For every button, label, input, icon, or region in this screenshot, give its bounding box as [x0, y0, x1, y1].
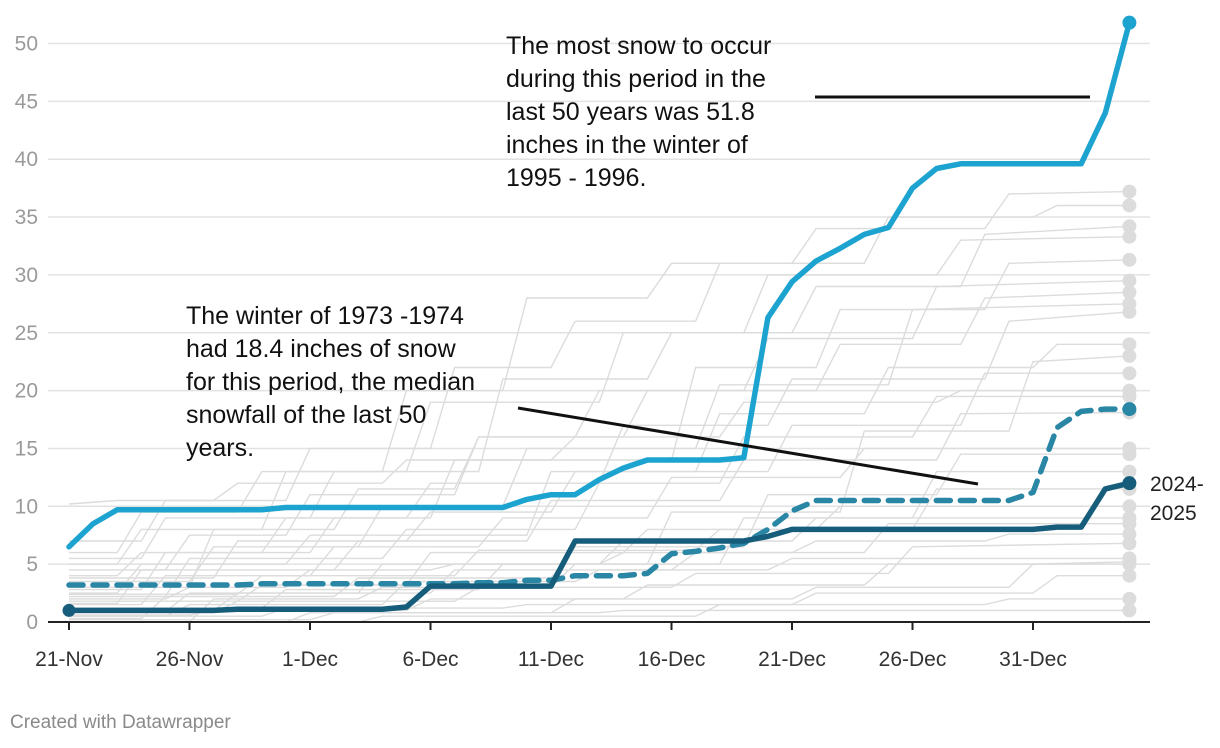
annotation-max: The most snow to occur during this perio…: [506, 32, 778, 192]
background-end-dot: [1122, 603, 1137, 618]
background-end-dot: [1122, 219, 1137, 234]
background-end-dot: [1122, 304, 1137, 319]
background-end-dot: [1122, 348, 1137, 363]
x-tick-label: 26-Dec: [879, 648, 947, 671]
end-label-line: 2024-: [1150, 473, 1204, 496]
background-end-dot: [1122, 285, 1137, 300]
background-season-line: [69, 561, 1130, 623]
annotation-max-line: last 50 years was 51.8: [506, 98, 755, 126]
y-tick-label: 35: [15, 206, 38, 229]
series-line: [66, 480, 1133, 614]
y-tick-label: 30: [15, 264, 38, 287]
annotation-median-leader: [517, 406, 979, 486]
annotation-max-line: during this period in the: [506, 65, 766, 93]
background-season-line: [69, 447, 1130, 606]
background-end-dots: [1122, 184, 1137, 618]
background-end-dot: [1122, 464, 1137, 479]
end-label-2024-2025: 2024- 2025: [1150, 473, 1210, 525]
background-end-dot: [1122, 516, 1137, 531]
y-tick-label: 40: [15, 148, 38, 171]
y-tick-label: 45: [15, 90, 38, 113]
background-season-line: [69, 280, 1130, 571]
background-season-line: [69, 311, 1130, 577]
series-line: [66, 406, 1133, 588]
y-tick-label: 20: [15, 380, 38, 403]
background-season-line: [69, 533, 1130, 600]
end-label-line: 2025: [1150, 502, 1197, 525]
background-season-line: [69, 523, 1130, 612]
x-tick-label: 21-Nov: [35, 648, 103, 671]
background-season-line: [69, 575, 1130, 617]
y-tick-label: 5: [26, 553, 38, 576]
gridlines: [48, 42, 1150, 565]
background-end-dot: [1122, 252, 1137, 267]
y-tick-label: 15: [15, 437, 38, 460]
x-tick-label: 26-Nov: [156, 648, 224, 671]
background-end-dot: [1122, 184, 1137, 199]
y-tick-label: 10: [15, 495, 38, 518]
series-end-dot: [1122, 15, 1137, 30]
background-end-dot: [1122, 229, 1137, 244]
annotation-max-line: inches in the winter of: [506, 131, 748, 159]
credit-text: Created with Datawrapper: [10, 712, 231, 733]
background-end-dot: [1122, 557, 1137, 572]
annotation-median: The winter of 1973 -1974 had 18.4 inches…: [186, 302, 482, 462]
background-end-dot: [1122, 198, 1137, 213]
annotation-median-line: The winter of 1973 -1974: [186, 302, 464, 330]
series-end-dot: [1122, 402, 1137, 417]
y-tick-label: 0: [26, 611, 38, 634]
x-tick-label: 11-Dec: [518, 648, 584, 671]
x-tick-label: 16-Dec: [638, 648, 706, 671]
background-season-line: [69, 372, 1130, 579]
y-tick-label: 50: [15, 33, 38, 56]
x-tick-label: 6-Dec: [402, 648, 458, 671]
background-end-dot: [1122, 337, 1137, 352]
background-end-dot: [1122, 536, 1137, 551]
annotation-max-line: The most snow to occur: [506, 32, 771, 60]
x-tick-label: 21-Dec: [758, 648, 826, 671]
series-start-dot: [62, 603, 76, 617]
annotation-max-line: 1995 - 1996.: [506, 164, 646, 192]
background-end-dot: [1122, 591, 1137, 606]
background-season-line: [69, 542, 1130, 614]
background-end-dot: [1122, 499, 1137, 514]
x-tick-label: 31-Dec: [999, 648, 1067, 671]
background-season-line: [69, 411, 1130, 605]
background-season-line: [69, 204, 1130, 542]
y-axis-ticks: 0 5 10 15 20 25 30 35 40 45 50: [15, 33, 38, 635]
series-line: [66, 19, 1133, 550]
highlight-series: [62, 15, 1137, 617]
background-end-dot: [1122, 273, 1137, 288]
y-tick-label: 25: [15, 322, 38, 345]
series-end-dot: [1122, 476, 1137, 491]
background-season-line: [69, 190, 1130, 565]
x-axis: 21-Nov 26-Nov 1-Dec 6-Dec 11-Dec 16-Dec 21-Dec…: [35, 621, 1150, 671]
background-end-dot: [1122, 389, 1137, 404]
annotation-median-line: snowfall of the last 50: [186, 401, 426, 429]
background-end-dot: [1122, 366, 1137, 381]
x-tick-label: 1-Dec: [282, 648, 338, 671]
annotation-median-line: for this period, the median: [186, 368, 475, 396]
background-end-dot: [1122, 568, 1137, 583]
background-season-line: [69, 259, 1130, 591]
annotation-median-line: had 18.4 inches of snow: [186, 335, 457, 363]
background-end-dot: [1122, 447, 1137, 462]
annotation-median-line: years.: [186, 434, 254, 462]
background-season-line: [69, 395, 1130, 598]
